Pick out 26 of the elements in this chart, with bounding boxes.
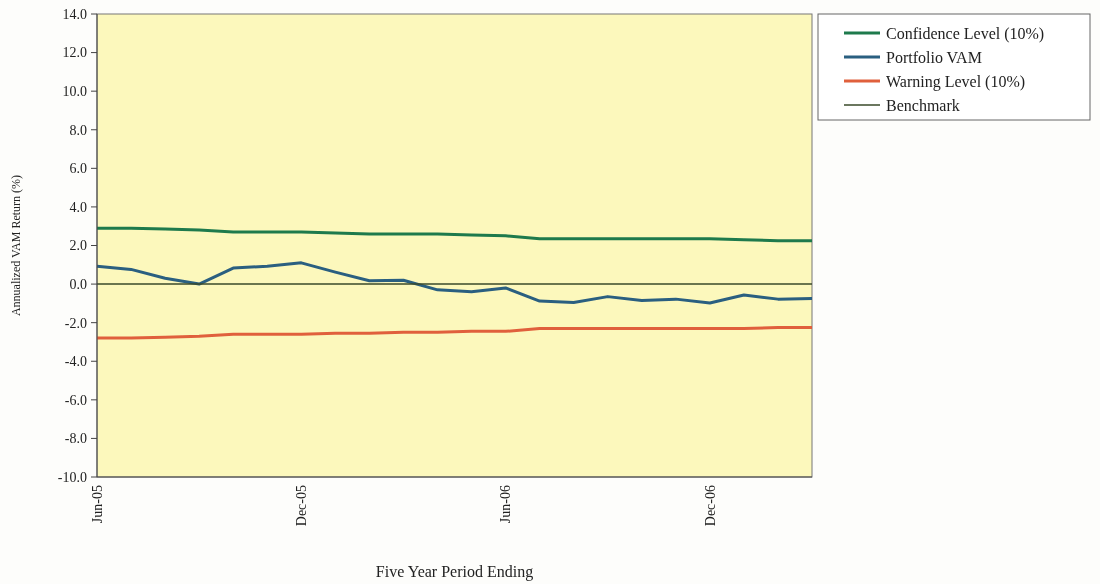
x-tick-label: Jun-06 xyxy=(498,485,514,524)
y-tick-label: 4.0 xyxy=(69,199,87,215)
line-series xyxy=(95,261,814,305)
y-tick-label: -8.0 xyxy=(64,431,87,447)
y-tick-label: -6.0 xyxy=(64,392,87,408)
y-axis-title: Annualized VAM Return (%) xyxy=(9,174,23,317)
legend-label: Warning Level (10%) xyxy=(886,72,1026,91)
y-tick-label: 2.0 xyxy=(69,238,87,254)
y-tick-label: 12.0 xyxy=(62,45,87,61)
y-tick-label: 10.0 xyxy=(62,84,87,100)
y-tick-label: 6.0 xyxy=(69,161,87,177)
legend-label: Confidence Level (10%) xyxy=(886,24,1045,43)
y-tick-label: 14.0 xyxy=(62,6,87,22)
y-tick-label: -4.0 xyxy=(64,354,87,370)
x-tick-label: Dec-05 xyxy=(294,485,310,527)
y-tick-label: 8.0 xyxy=(69,122,87,138)
line-series xyxy=(95,226,814,243)
x-tick-label: Dec-06 xyxy=(702,485,718,527)
legend-label: Benchmark xyxy=(886,96,960,114)
line-series xyxy=(95,325,814,340)
x-axis-title: Five Year Period Ending xyxy=(375,563,534,581)
y-tick-label: -10.0 xyxy=(57,469,87,485)
y-tick-label: 0.0 xyxy=(69,276,87,292)
x-tick-label: Jun-05 xyxy=(89,485,105,524)
y-tick-label: -2.0 xyxy=(64,315,87,331)
legend-label: Portfolio VAM xyxy=(886,48,982,66)
